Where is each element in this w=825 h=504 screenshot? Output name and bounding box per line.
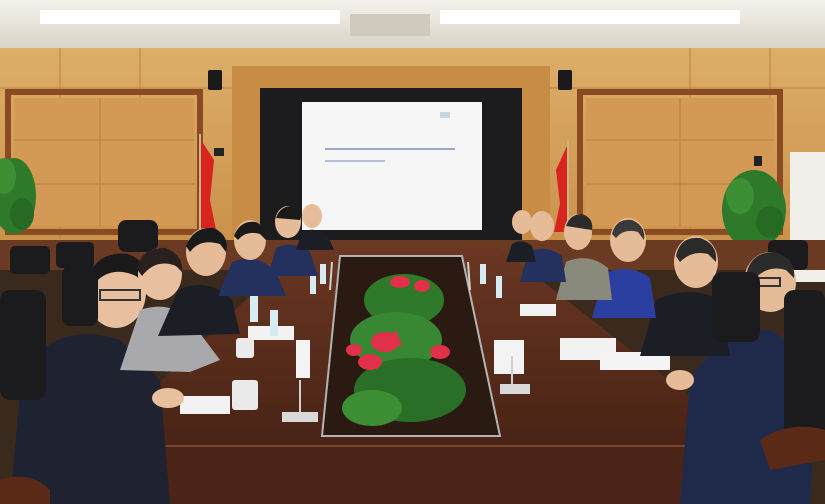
camera-icon [214,148,224,156]
participant [506,210,536,262]
projection-screen [302,102,482,230]
participant [158,227,240,336]
ceiling-vent [350,14,430,36]
screen-logo [440,112,450,118]
ceiling-light-left [40,10,340,24]
participant [218,220,286,296]
plant-icon [342,274,466,426]
chairs [0,266,825,450]
participant [10,253,184,504]
participant [556,214,612,300]
plant-icon [0,158,36,234]
chair-arm [0,476,50,504]
left-wall-panel [14,98,194,226]
ceiling-light-right [440,10,740,24]
participant [268,206,318,276]
speaker-icon [558,70,572,90]
wall-sensor [754,156,762,166]
screen-text-line [325,148,455,150]
table-front [60,434,790,504]
plant-icon [722,170,786,250]
table-items [180,264,670,414]
right-wall-frame [577,89,783,235]
participant [120,247,220,372]
participant [296,204,334,250]
speaker-icon [208,70,222,90]
participant [640,236,730,356]
chair-arm [760,426,825,470]
flag-icon [199,134,216,240]
screen-text-line [325,160,385,162]
